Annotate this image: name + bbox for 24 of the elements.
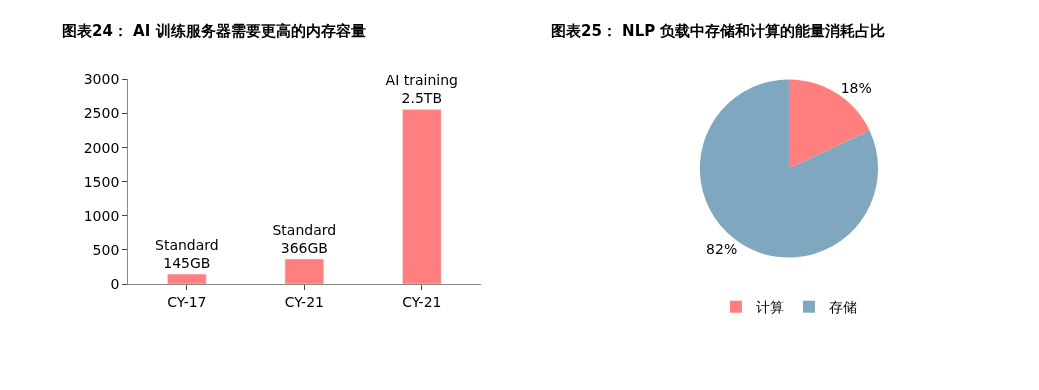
data-label: AI training 2.5TB — [385, 72, 459, 107]
bar — [402, 109, 442, 284]
y-tick-label: 2000 — [83, 139, 120, 156]
legend-label: 计算 — [755, 299, 784, 316]
y-tick-label: 2500 — [83, 105, 120, 122]
bar — [284, 258, 324, 284]
legend-label: 存储 — [828, 299, 857, 316]
chart-title: 图表25： NLP 负载中存储和计算的能量消耗占比 — [551, 22, 886, 40]
pie-slice — [699, 79, 878, 258]
y-tick-label: 1500 — [83, 173, 120, 190]
y-tick-label: 1000 — [83, 207, 120, 224]
data-label: 18% — [840, 79, 872, 96]
chart-title: 图表24： AI 训练服务器需要更高的内存容量 — [62, 22, 366, 40]
data-label: Standard 366GB — [272, 221, 337, 257]
y-tick-label: 3000 — [83, 71, 120, 88]
y-tick-label: 0 — [110, 275, 120, 292]
x-tick-label: CY-21 — [284, 293, 324, 310]
x-tick-label: CY-21 — [402, 293, 442, 310]
x-tick-label: CY-17 — [167, 293, 207, 310]
bar — [167, 273, 207, 284]
y-tick-label: 500 — [92, 241, 120, 258]
data-label: Standard 145GB — [155, 236, 219, 272]
pie-slice — [788, 79, 870, 169]
data-label: 82% — [706, 241, 738, 258]
